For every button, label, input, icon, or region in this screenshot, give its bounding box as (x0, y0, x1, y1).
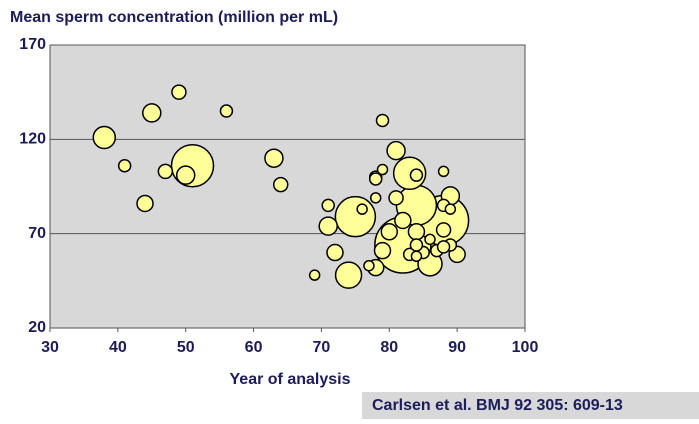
bubble (407, 223, 426, 241)
bubble (410, 250, 423, 263)
bubble (388, 190, 404, 206)
y-tick-label: 170 (19, 36, 46, 53)
bubble (373, 241, 392, 260)
bubble (318, 216, 338, 236)
bubble (376, 163, 389, 176)
bubble (326, 243, 344, 262)
bubble (444, 203, 457, 215)
bubble (272, 176, 289, 193)
bubble (157, 163, 174, 180)
bubble (409, 238, 424, 252)
bubble (394, 211, 412, 230)
x-tick-label: 60 (245, 339, 263, 356)
source-box (362, 392, 699, 419)
bubble (386, 140, 406, 161)
x-tick-label: 100 (512, 339, 539, 356)
x-tick-label: 80 (380, 339, 398, 356)
bubble (363, 259, 375, 272)
bubble (435, 222, 452, 238)
bubble (117, 158, 132, 173)
bubble (334, 195, 377, 238)
marks (92, 84, 470, 289)
bubble (219, 104, 234, 118)
bubble (142, 103, 162, 123)
bubble (136, 194, 154, 213)
x-tick-label: 40 (109, 339, 127, 356)
bubble (436, 240, 451, 254)
x-tick-label: 30 (41, 339, 59, 356)
bubble (369, 192, 382, 204)
bubble (375, 113, 390, 128)
bubble (380, 223, 399, 241)
bubble (321, 198, 335, 213)
x-tick-label: 90 (448, 339, 466, 356)
bubble (264, 148, 284, 168)
chart-title: Mean sperm concentration (million per mL… (10, 9, 338, 26)
x-tick-label: 50 (177, 339, 195, 356)
bubble (334, 261, 363, 289)
bubble (409, 168, 424, 182)
bubble (437, 165, 450, 178)
y-tick-label: 20 (28, 319, 46, 336)
y-tick-label: 70 (28, 225, 46, 242)
bubble (92, 125, 117, 150)
bubble (175, 165, 196, 185)
bubble (424, 233, 436, 246)
source: Carlsen et al. BMJ 92 305: 609-13 (372, 397, 623, 414)
x-tick-label: 70 (313, 339, 331, 356)
bubble (356, 203, 368, 215)
bubble (368, 172, 383, 186)
y-tick-label: 120 (19, 131, 46, 148)
bubble (308, 269, 321, 281)
x-axis-label: Year of analysis (230, 371, 351, 388)
bubble (171, 84, 187, 100)
